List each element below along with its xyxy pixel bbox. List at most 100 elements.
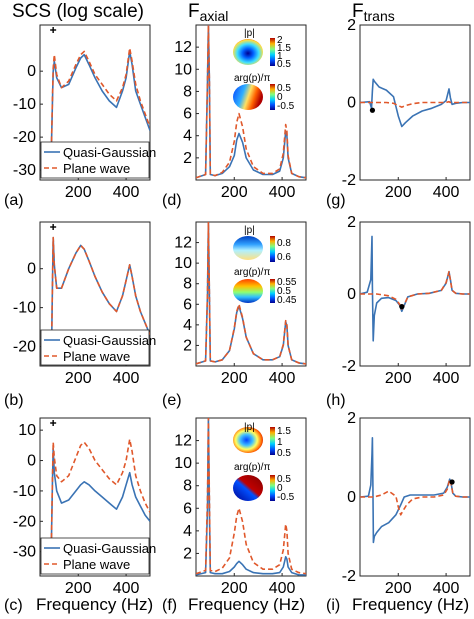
legend-b-pw-text: Plane wave	[63, 349, 130, 364]
inset-row1: |p| 2 1.5 1 0.5 arg(p)/π 0.5 0 -0.5	[233, 28, 295, 112]
col-title-faxial: Faxial	[188, 1, 228, 24]
panel-d-ytick-label-0: 2	[183, 150, 192, 167]
col-title-ftrans-sub: trans	[364, 8, 395, 24]
panel-c-ytick-label-0: -30	[13, 544, 36, 561]
panel-h-ytick-label-0: -2	[342, 358, 356, 375]
inset-row3-mag-label: |p|	[244, 422, 255, 433]
panel-b-ytick-label-1: -10	[13, 300, 36, 317]
panel-g-series-plane-wave	[360, 100, 470, 108]
panel-i-marker-dot	[449, 479, 455, 485]
panel-d-series-quasi-gaussian	[196, 25, 306, 179]
inset-row3-phase-tick-0: 0.5	[277, 474, 291, 485]
panel-f-ytick-label-0: 2	[183, 545, 192, 562]
inset-row3-phase-disk	[233, 475, 263, 501]
panel-f-series-plane-wave	[196, 418, 306, 575]
panel-e-ytick-label-3: 8	[183, 276, 192, 293]
inset-row1-mag-disk	[233, 39, 263, 65]
inset-row1-phase-disk	[233, 84, 263, 110]
panel-a	[39, 24, 151, 181]
panel-g-xtick-label-1: 400	[433, 184, 460, 201]
panel-e-ytick-label-0: 2	[183, 337, 192, 354]
inset-row2: |p| 0.8 0.6 arg(p)/π 0.55 0.5 0.45	[233, 225, 297, 306]
inset-row3-mag-tick-0: 1.5	[277, 426, 291, 437]
inset-row2-phase-tick-0: 0.55	[277, 277, 297, 288]
panel-g-ytick-label-2: 2	[347, 17, 356, 34]
panel-g-marker-dot	[369, 107, 376, 113]
panel-c-ytick-label-4: 10	[18, 422, 36, 439]
panel-b	[39, 221, 151, 367]
panel-i-xtick-label-1: 400	[433, 580, 460, 597]
inset-row3-mag-tick-1: 1	[277, 437, 283, 448]
panel-c-series-plane-wave	[50, 438, 150, 570]
inset-row2-mag-tick-0: 0.8	[277, 238, 291, 249]
inset-row3-phase-tick-1: 0	[277, 483, 283, 494]
panel-g-series-quasi-gaussian	[360, 78, 470, 128]
panel-letter-b: (b)	[4, 392, 24, 409]
inset-row2-phase-colorbar	[270, 279, 275, 303]
panel-e-series-plane-wave	[196, 222, 306, 365]
panel-f-ytick-label-5: 12	[174, 433, 192, 450]
panel-c	[39, 417, 151, 577]
inset-row3-phase-colorbar	[270, 475, 275, 501]
inset-row3-mag-tick-2: 0.5	[277, 448, 291, 459]
panel-a-ytick-label-2: -10	[13, 96, 36, 113]
inset-row2-mag-colorbar	[270, 236, 275, 262]
panel-i-series-quasi-gaussian	[360, 436, 470, 544]
panel-d-xtick-label-0: 200	[221, 184, 248, 201]
inset-row1-mag-label: |p|	[244, 28, 255, 39]
panel-h-ytick-label-1: 0	[347, 286, 356, 303]
legend-a: Quasi-Gaussian Plane wave	[40, 141, 156, 179]
panel-letter-i: (i)	[326, 597, 340, 614]
panel-h-xtick-label-0: 200	[385, 370, 412, 387]
inset-row1-mag-tick-1: 1.5	[277, 43, 291, 54]
panel-f-ytick-label-2: 6	[183, 500, 192, 517]
inset-row3-mag-colorbar	[270, 427, 275, 455]
panel-d-xtick-label-1: 400	[269, 184, 296, 201]
panel-i-ytick-label-1: 0	[347, 489, 356, 506]
col-title-ftrans: Ftrans	[352, 1, 395, 24]
panel-a-xtick-label-0: 200	[65, 184, 92, 201]
panel-h-marker-dot	[399, 304, 405, 310]
panel-g-xtick-label-0: 200	[385, 184, 412, 201]
panel-i-series-plane-wave	[360, 478, 470, 516]
legend-c: Quasi-Gaussian Plane wave	[40, 537, 156, 575]
inset-row2-phase-tick-1: 0.5	[277, 286, 291, 297]
legend-b-qg-text: Quasi-Gaussian	[63, 333, 156, 348]
panel-letter-d: (d)	[162, 192, 182, 209]
panel-a-ytick-label-0: -30	[13, 162, 36, 179]
panel-letter-h: (h)	[326, 392, 346, 409]
inset-row1-phase-tick-2: -0.5	[277, 101, 295, 112]
legend-a-qg-text: Quasi-Gaussian	[63, 145, 156, 160]
x-axis-label-c: Frequency (Hz)	[36, 595, 153, 614]
panel-a-ytick-label-3: 0	[27, 63, 36, 80]
panel-b-ytick-label-0: -20	[13, 339, 36, 356]
legend-c-pw-text: Plane wave	[63, 557, 130, 572]
panel-a-xtick-label-1: 400	[113, 184, 140, 201]
inset-row1-phase-label: arg(p)/π	[234, 73, 270, 84]
col-title-faxial-base: F	[188, 1, 200, 22]
inset-row2-phase-disk	[233, 279, 263, 303]
panel-h-xtick-label-1: 400	[433, 370, 460, 387]
inset-row1-phase-tick-1: 0	[277, 92, 283, 103]
col-title-faxial-sub: axial	[200, 8, 229, 24]
inset-row1-mag-tick-3: 0.5	[277, 59, 291, 70]
panel-d-series-plane-wave	[196, 25, 306, 179]
inset-row1-phase-colorbar	[270, 84, 275, 110]
panel-c-ytick-label-1: -20	[13, 513, 36, 530]
inset-row2-phase-tick-2: 0.45	[277, 295, 297, 306]
panel-e-ytick-label-2: 6	[183, 296, 192, 313]
panel-c-series-quasi-gaussian	[50, 447, 150, 570]
panel-letter-a: (a)	[4, 192, 24, 209]
legend-c-qg-text: Quasi-Gaussian	[63, 541, 156, 556]
panel-h-series-quasi-gaussian	[360, 235, 470, 342]
col-title-ftrans-base: F	[352, 1, 364, 22]
panel-f-ytick-label-4: 10	[174, 455, 192, 472]
inset-row2-mag-disk	[233, 236, 263, 260]
panel-g-ytick-label-0: -2	[342, 172, 356, 189]
panel-e-xtick-label-0: 200	[221, 370, 248, 387]
panel-e-ytick-label-1: 4	[183, 317, 192, 334]
panel-letter-c: (c)	[4, 597, 23, 614]
inset-row1-mag-tick-0: 2	[277, 35, 283, 46]
